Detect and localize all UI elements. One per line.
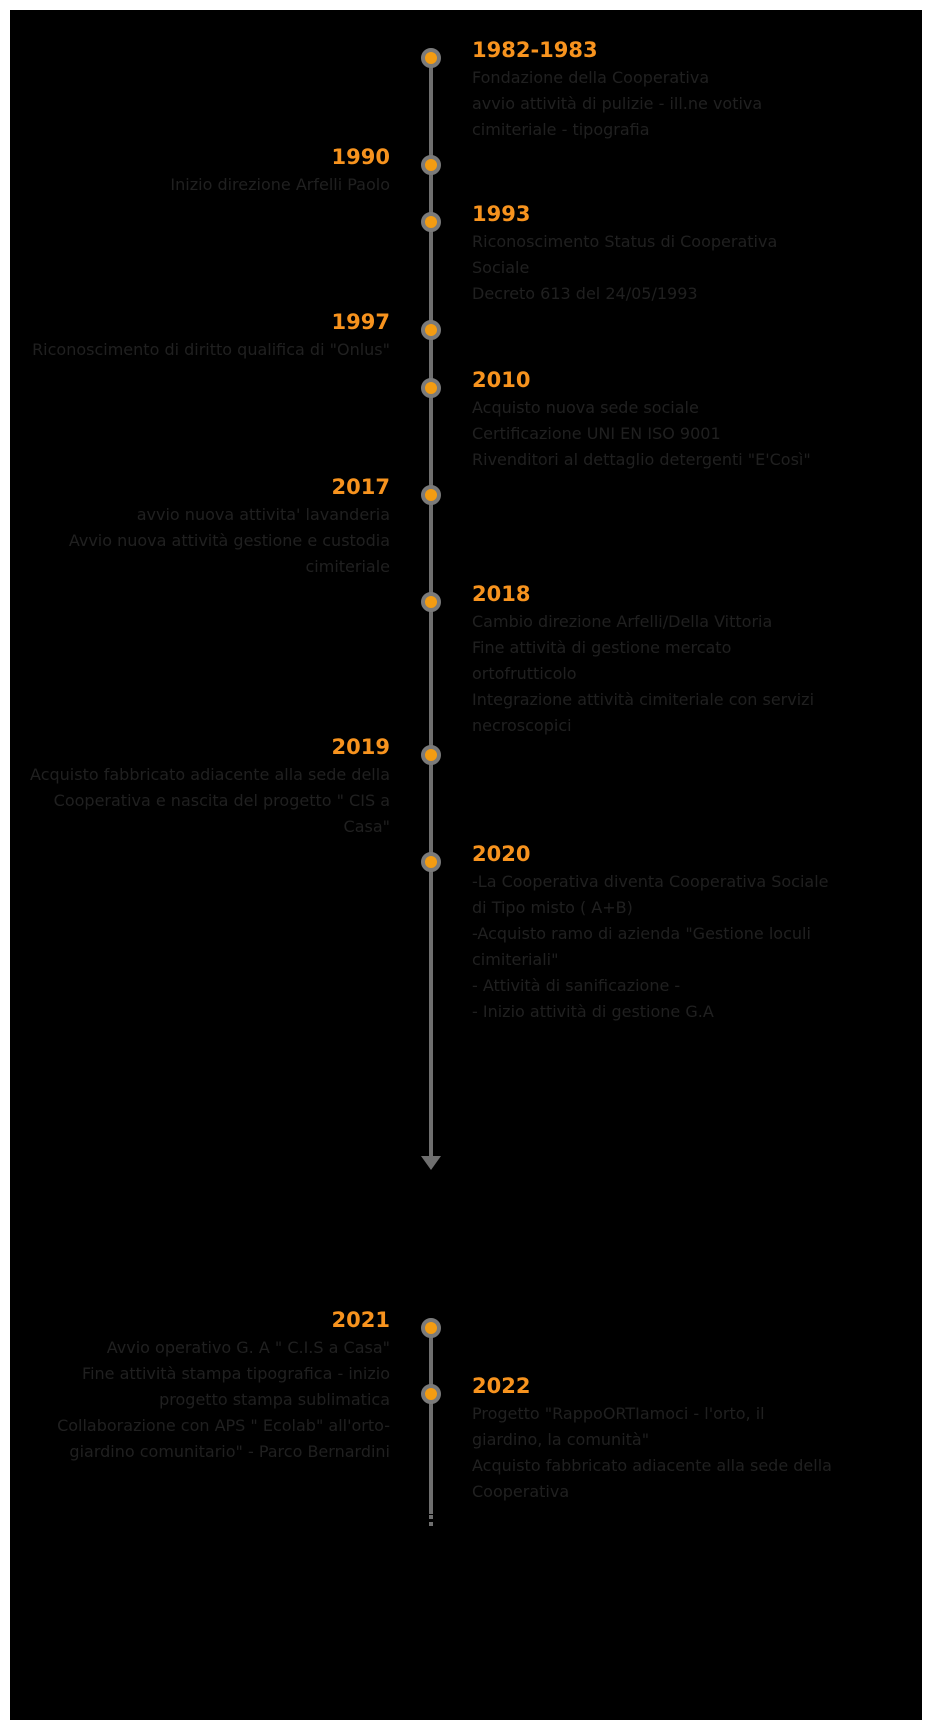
event-description-line: Progetto "RappoORTIamoci - l'orto, il	[472, 1404, 765, 1423]
event-year: 2018	[472, 582, 531, 606]
timeline-dot	[421, 48, 441, 68]
event-year: 1993	[472, 202, 531, 226]
event-description-line: avvio attività di pulizie - ill.ne votiv…	[472, 94, 763, 113]
event-description-line: Avvio operativo G. A " C.I.S a Casa"	[106, 1338, 390, 1357]
event-description: Inizio direzione Arfelli Paolo	[170, 172, 390, 198]
event-description: -La Cooperativa diventa Cooperativa Soci…	[472, 869, 829, 1025]
event-description-line: -La Cooperativa diventa Cooperativa Soci…	[472, 872, 829, 891]
event-description-line: Acquisto fabbricato adiacente alla sede …	[30, 765, 390, 784]
timeline-dot	[421, 1318, 441, 1338]
event-description-line: Acquisto nuova sede sociale	[472, 398, 699, 417]
timeline-arrow-icon	[421, 1156, 441, 1170]
event-description-line: cimiteriale	[305, 557, 390, 576]
timeline-line-lower	[429, 1320, 433, 1514]
event-year: 2020	[472, 842, 531, 866]
timeline-dot	[421, 852, 441, 872]
event-description: Cambio direzione Arfelli/Della Vittoria F…	[472, 609, 814, 739]
event-year: 2022	[472, 1374, 531, 1398]
event-description-line: Cooperativa e nascita del progetto " CIS…	[53, 791, 390, 810]
event-year: 2021	[331, 1308, 390, 1332]
event-description-line: cimiteriale - tipografia	[472, 120, 650, 139]
timeline-dot	[421, 1384, 441, 1404]
event-description: Progetto "RappoORTIamoci - l'orto, il gia…	[472, 1401, 832, 1505]
event-year: 1997	[331, 310, 390, 334]
event-description-line: Certificazione UNI EN ISO 9001	[472, 424, 721, 443]
event-description-line: - Inizio attività di gestione G.A	[472, 1002, 714, 1021]
event-description: Acquisto fabbricato adiacente alla sede …	[30, 762, 390, 840]
event-description-line: Fine attività stampa tipografica - inizi…	[82, 1364, 390, 1383]
event-year: 1990	[331, 145, 390, 169]
event-description-line: Acquisto fabbricato adiacente alla sede …	[472, 1456, 832, 1475]
event-description-line: Collaborazione con APS " Ecolab" all'ort…	[57, 1416, 390, 1435]
event-description-line: Riconoscimento di diritto qualifica di "…	[32, 340, 390, 359]
timeline-dot	[421, 378, 441, 398]
timeline-dot	[421, 592, 441, 612]
event-description-line: Integrazione attività cimiteriale con se…	[472, 690, 815, 709]
event-description-line: -Acquisto ramo di azienda "Gestione locu…	[472, 924, 811, 943]
timeline-dot	[421, 155, 441, 175]
event-description-line: di Tipo misto ( A+B)	[472, 898, 633, 917]
event-description-line: Sociale	[472, 258, 530, 277]
event-description-line: necroscopici	[472, 716, 572, 735]
event-description-line: - Attività di sanificazione -	[472, 976, 681, 995]
timeline-continuation-icon	[429, 1508, 433, 1529]
event-description-line: Cambio direzione Arfelli/Della Vittoria	[472, 612, 773, 631]
event-description: Avvio operativo G. A " C.I.S a Casa" Fine…	[57, 1335, 390, 1465]
timeline-panel: 1982-1983 Fondazione della Cooperativa avv…	[10, 10, 922, 1720]
event-description-line: cimiteriali"	[472, 950, 559, 969]
event-description-line: Rivenditori al dettaglio detergenti "E'C…	[472, 450, 811, 469]
event-description-line: Avvio nuova attività gestione e custodia	[68, 531, 390, 550]
event-description-line: Fondazione della Cooperativa	[472, 68, 710, 87]
event-description: Riconoscimento Status di Cooperativa Soci…	[472, 229, 777, 307]
event-year: 2017	[331, 475, 390, 499]
event-description-line: Cooperativa	[472, 1482, 570, 1501]
event-year: 1982-1983	[472, 38, 598, 62]
event-description: Riconoscimento di diritto qualifica di "…	[32, 337, 390, 363]
event-description: Acquisto nuova sede sociale Certificazion…	[472, 395, 811, 473]
event-description-line: Fine attività di gestione mercato	[472, 638, 732, 657]
event-description-line: Inizio direzione Arfelli Paolo	[170, 175, 390, 194]
timeline-dot	[421, 485, 441, 505]
event-description-line: ortofrutticolo	[472, 664, 577, 683]
event-description-line: avvio nuova attivita' lavanderia	[136, 505, 390, 524]
event-year: 2019	[331, 735, 390, 759]
event-description-line: giardino, la comunità"	[472, 1430, 650, 1449]
event-description-line: Casa"	[343, 817, 390, 836]
timeline-dot	[421, 320, 441, 340]
event-description: avvio nuova attivita' lavanderia Avvio nu…	[69, 502, 390, 580]
timeline-dot	[421, 212, 441, 232]
event-description: Fondazione della Cooperativa avvio attivi…	[472, 65, 762, 143]
event-description-line: progetto stampa sublimatica	[159, 1390, 390, 1409]
event-year: 2010	[472, 368, 531, 392]
event-description-line: Decreto 613 del 24/05/1993	[472, 284, 698, 303]
event-description-line: giardino comunitario" - Parco Bernardini	[69, 1442, 390, 1461]
timeline-dot	[421, 745, 441, 765]
event-description-line: Riconoscimento Status di Cooperativa	[472, 232, 778, 251]
